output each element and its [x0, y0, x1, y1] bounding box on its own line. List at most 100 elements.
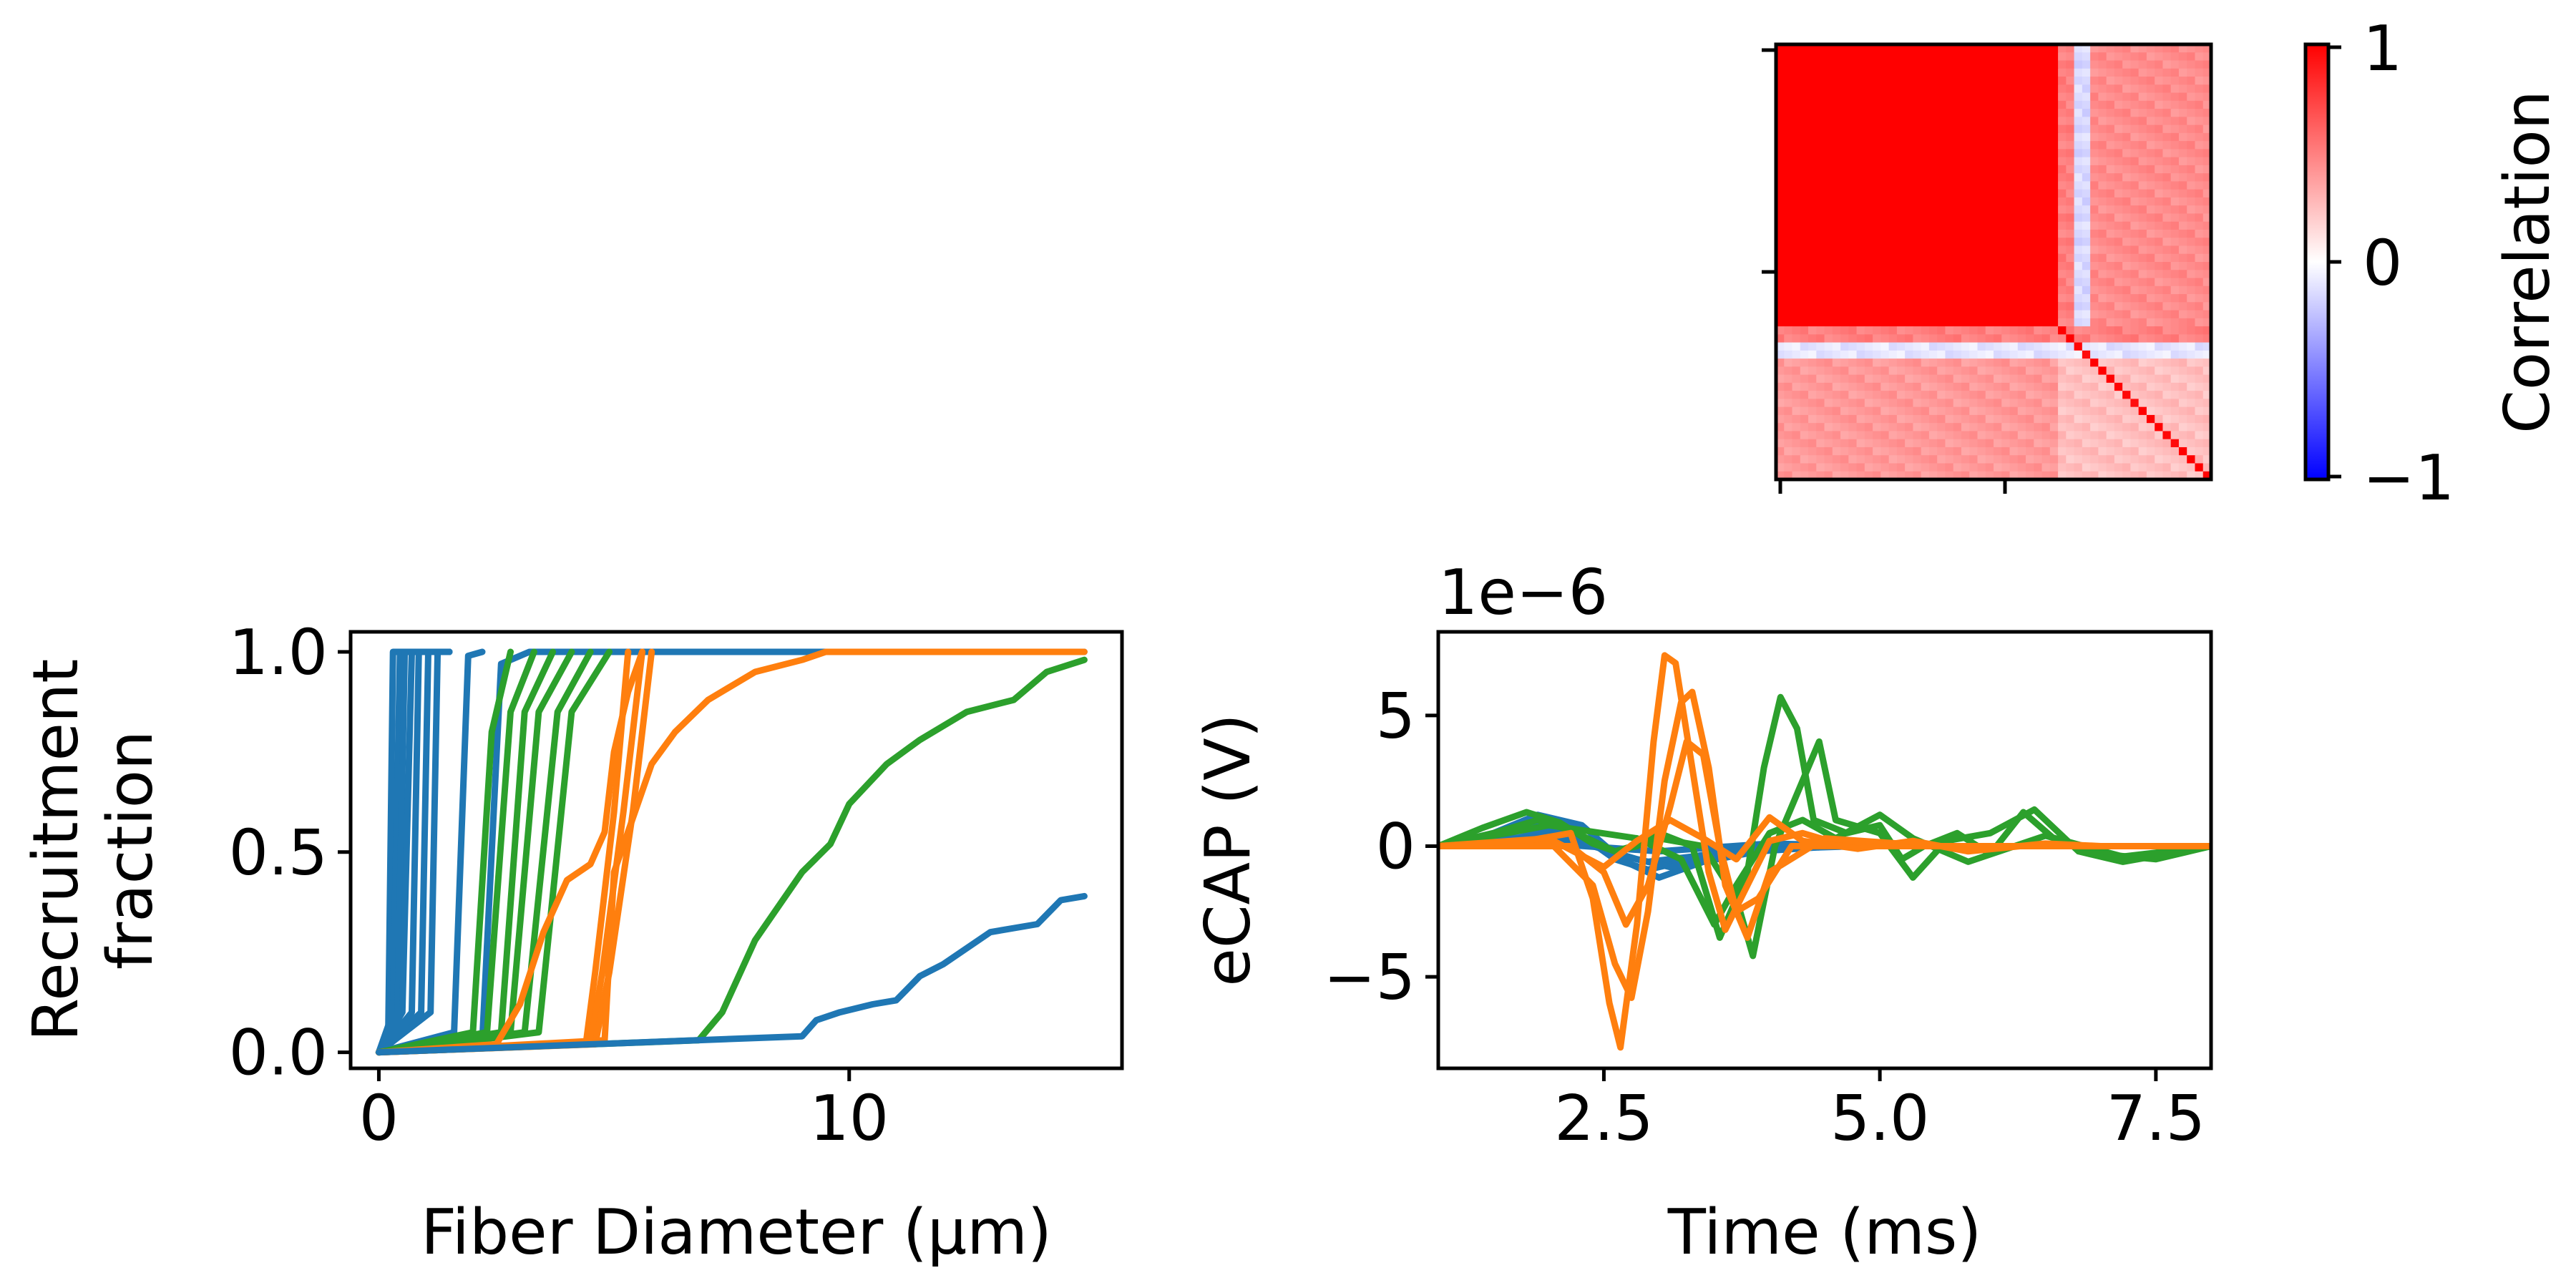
- heatmap-cell: [2017, 92, 2026, 102]
- heatmap-cell: [1905, 157, 1914, 166]
- heatmap-cell: [1784, 447, 1793, 456]
- heatmap-cell: [1792, 181, 1801, 190]
- heatmap-cell: [1905, 326, 1914, 335]
- heatmap-cell: [1832, 455, 1841, 464]
- heatmap-cell: [1994, 278, 2002, 287]
- heatmap-cell: [2049, 125, 2059, 134]
- heatmap-cell: [1840, 262, 1849, 270]
- heatmap-cell: [2017, 205, 2026, 215]
- heatmap-cell: [2034, 471, 2043, 480]
- heatmap-cell: [2195, 302, 2204, 311]
- heatmap-cell: [1961, 117, 1970, 126]
- heatmap-cell: [1928, 350, 1938, 359]
- heatmap-cell: [1913, 229, 1922, 238]
- heatmap-cell: [2155, 141, 2164, 150]
- heatmap-cell: [2170, 117, 2180, 126]
- heatmap-cell: [1928, 68, 1938, 77]
- heatmap-cell: [1928, 84, 1938, 94]
- heatmap-cell: [1977, 350, 1986, 359]
- heatmap-cell: [2082, 310, 2091, 319]
- heatmap-cell: [1808, 391, 1817, 400]
- heatmap-cell: [1792, 189, 1801, 198]
- heatmap-cell: [2009, 382, 2019, 391]
- heatmap-cell: [2195, 270, 2204, 279]
- heatmap-cell: [2195, 229, 2204, 238]
- heatmap-cell: [1816, 270, 1825, 279]
- heatmap-cell: [1937, 149, 1946, 158]
- heatmap-cell: [2178, 382, 2187, 391]
- heatmap-cell: [2130, 213, 2140, 223]
- heatmap-cell: [1985, 391, 1994, 400]
- heatmap-cell: [1808, 60, 1817, 69]
- heatmap-cell: [2034, 399, 2043, 408]
- heatmap-cell: [1937, 262, 1946, 270]
- heatmap-cell: [1864, 455, 1873, 464]
- heatmap-cell: [1985, 125, 1994, 134]
- heatmap-cell: [1977, 270, 1986, 279]
- heatmap-cell: [2074, 326, 2083, 335]
- heatmap-cell: [2162, 382, 2172, 391]
- heatmap-cell: [1945, 52, 1954, 62]
- heatmap-cell: [1928, 238, 1938, 247]
- heatmap-cell: [1985, 189, 1994, 198]
- heatmap-cell: [2082, 399, 2091, 408]
- heatmap-cell: [1969, 84, 1979, 94]
- heatmap-cell: [2049, 92, 2059, 102]
- heatmap-cell: [1977, 197, 1986, 206]
- heatmap-cell: [2058, 92, 2067, 102]
- heatmap-cell: [2098, 471, 2107, 480]
- heatmap-cell: [1913, 278, 1922, 287]
- heatmap-cell: [2049, 406, 2059, 416]
- heatmap-cell: [1824, 414, 1833, 424]
- heatmap-cell: [1905, 165, 1914, 174]
- heatmap-cell: [1840, 350, 1849, 359]
- heatmap-cell: [1969, 439, 1979, 448]
- heatmap-cell: [2187, 84, 2196, 94]
- heatmap-cell: [1864, 141, 1873, 150]
- heatmap-cell: [1977, 262, 1986, 270]
- heatmap-cell: [1921, 374, 1930, 384]
- heatmap-cell: [1953, 358, 1962, 367]
- heatmap-cell: [2170, 221, 2180, 230]
- recruitment-lines: [375, 648, 1088, 1056]
- ecap-lines: [1438, 652, 2211, 1051]
- heatmap-cell: [2114, 302, 2123, 311]
- heatmap-cell: [2090, 221, 2099, 230]
- heatmap-cell: [1800, 374, 1809, 384]
- heatmap-cell: [1928, 391, 1938, 400]
- heatmap-cell: [1928, 92, 1938, 102]
- heatmap-cell: [2034, 132, 2043, 142]
- heatmap-cell: [2178, 125, 2187, 134]
- heatmap-cell: [1873, 262, 1881, 270]
- heatmap-cell: [1896, 157, 1906, 166]
- heatmap-cell: [1896, 423, 1906, 432]
- heatmap-cell: [2090, 374, 2099, 384]
- heatmap-cell: [1856, 132, 1865, 142]
- heatmap-cell: [1945, 406, 1954, 416]
- heatmap-cell: [1977, 382, 1986, 391]
- heatmap-cell: [2009, 173, 2019, 182]
- heatmap-cell: [2170, 173, 2180, 182]
- heatmap-cell: [2009, 262, 2019, 270]
- heatmap-cell: [1969, 431, 1979, 440]
- heatmap-cell: [2138, 109, 2147, 117]
- heatmap-cell: [2066, 109, 2075, 117]
- heatmap-cell: [1961, 471, 1970, 480]
- heatmap-cell: [2195, 358, 2204, 367]
- heatmap-cell: [1928, 109, 1938, 117]
- heatmap-cell: [2146, 84, 2155, 94]
- heatmap-cell: [2106, 221, 2115, 230]
- heatmap-cell: [1800, 463, 1809, 472]
- heatmap-cell: [2009, 117, 2019, 126]
- heatmap-cell: [1921, 447, 1930, 456]
- heatmap-cell: [2178, 471, 2187, 480]
- heatmap-cell: [2162, 68, 2172, 77]
- heatmap-cell: [2187, 471, 2196, 480]
- heatmap-cell: [1864, 278, 1873, 287]
- heatmap-cell: [1816, 68, 1825, 77]
- heatmap-cell: [1896, 399, 1906, 408]
- heatmap-cell: [1937, 391, 1946, 400]
- heatmap-cell: [2017, 213, 2026, 223]
- heatmap-cell: [1977, 358, 1986, 367]
- heatmap-cell: [2114, 334, 2123, 343]
